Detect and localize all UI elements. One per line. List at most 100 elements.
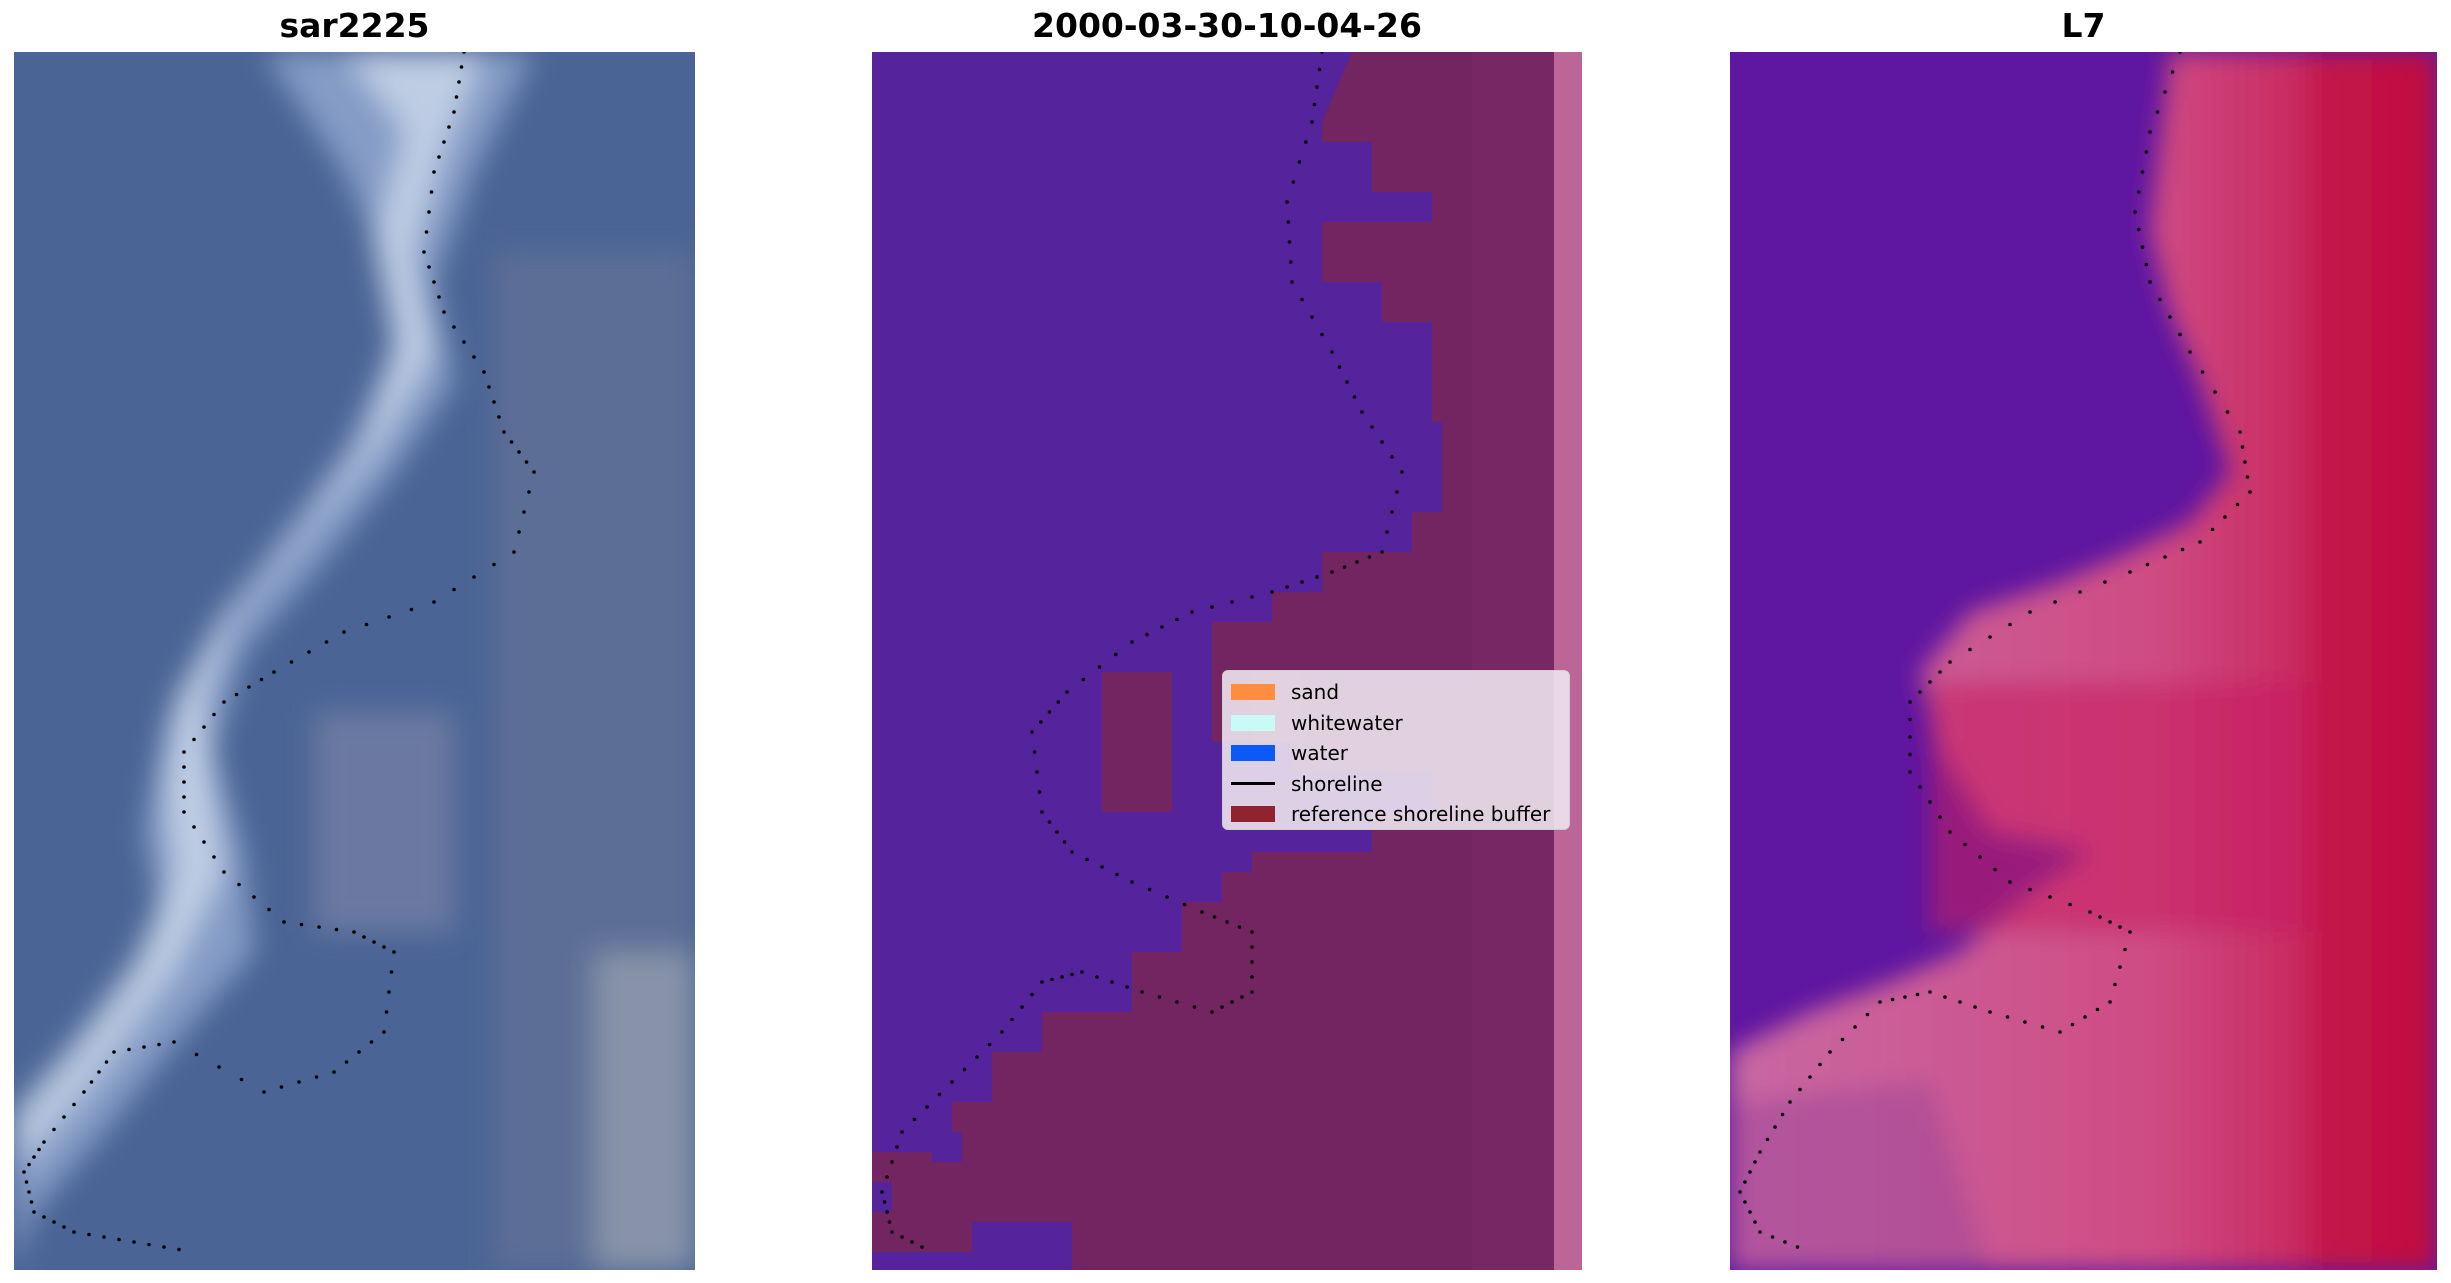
shoreline-point (1828, 1050, 1832, 1054)
shoreline-point (1380, 550, 1384, 554)
shoreline-point (1988, 1010, 1992, 1014)
shoreline-point (472, 355, 476, 359)
shoreline-point (222, 870, 226, 874)
shoreline-point (72, 1230, 76, 1234)
shoreline-point (1130, 880, 1134, 884)
shoreline-point (127, 1047, 131, 1052)
shoreline-point (182, 795, 186, 799)
shoreline-point (1385, 530, 1389, 534)
legend-item-whitewater: whitewater (1231, 708, 1561, 739)
shoreline-point (429, 190, 434, 194)
shoreline-point (890, 1230, 894, 1234)
shoreline-point (2238, 430, 2242, 434)
shoreline-point (1908, 717, 1912, 722)
shoreline-point (389, 970, 394, 974)
shoreline-point (1230, 1000, 1234, 1004)
shoreline-point (1903, 995, 1907, 999)
shoreline-point (442, 310, 446, 314)
shoreline-point (1097, 665, 1102, 669)
shoreline-point (1250, 990, 1254, 994)
shoreline-point (1081, 677, 1086, 682)
shoreline-point (289, 660, 294, 664)
shoreline-point (950, 1080, 954, 1084)
shoreline-point (27, 1162, 31, 1167)
shoreline-point (2223, 515, 2227, 519)
shoreline-point (162, 1245, 166, 1249)
shoreline-point (2155, 110, 2160, 114)
shoreline-point (2098, 915, 2102, 919)
shoreline-point (1938, 670, 1942, 674)
shoreline-point (1908, 770, 1912, 774)
shoreline-point (27, 1190, 31, 1194)
shoreline-point (1291, 180, 1296, 184)
shoreline-point (1337, 365, 1342, 369)
shoreline-point (1047, 820, 1052, 824)
shoreline-point (975, 1055, 979, 1059)
shoreline-point (1037, 790, 1042, 794)
shoreline-point (1210, 1010, 1214, 1014)
shoreline-point (1367, 555, 1372, 559)
shoreline-point (1095, 975, 1099, 979)
shoreline-point (962, 1067, 967, 1072)
shoreline-point (1773, 1125, 1777, 1129)
shoreline-point (1315, 575, 1319, 579)
shoreline-point (182, 780, 186, 784)
shoreline-point (437, 295, 441, 299)
shoreline-point (492, 400, 496, 404)
shoreline-point (2140, 245, 2145, 249)
shoreline-point (1270, 590, 1274, 594)
shoreline-point (1312, 102, 1317, 107)
shoreline-point (1100, 865, 1104, 869)
shoreline-point (437, 155, 441, 159)
shoreline-point (387, 990, 391, 994)
shoreline-point (29, 1200, 34, 1204)
shoreline-point (522, 510, 526, 514)
shoreline-point (22, 1170, 26, 1174)
shoreline-point (252, 895, 256, 899)
shoreline-point (1250, 975, 1254, 979)
shoreline-point (1788, 1100, 1792, 1104)
shoreline-point (2108, 1000, 2112, 1004)
shoreline-point (1780, 1112, 1785, 1117)
shoreline-point (2213, 390, 2217, 394)
shoreline-point (262, 1090, 266, 1094)
shoreline-point (1390, 510, 1394, 514)
shoreline-point (1783, 1240, 1787, 1244)
shoreline-point (887, 1220, 892, 1224)
shoreline-point (299, 922, 304, 927)
shoreline-point (890, 1160, 894, 1164)
shoreline-point (2103, 580, 2107, 584)
shoreline-point (87, 1232, 91, 1237)
shoreline-point (132, 1240, 136, 1244)
shoreline-point (527, 490, 531, 494)
shoreline-point (1010, 1017, 1014, 1022)
shoreline-point (344, 1060, 349, 1064)
shoreline-point (89, 1080, 94, 1084)
shoreline-point (1342, 565, 1347, 569)
shoreline-point (102, 1235, 106, 1239)
shoreline-point (1840, 1037, 1845, 1042)
shoreline-point (247, 685, 251, 689)
shoreline-point (237, 882, 241, 887)
shoreline-point (1175, 617, 1179, 622)
shoreline-point (1390, 455, 1394, 459)
shoreline-point (925, 1105, 929, 1109)
legend-item-water: water (1231, 738, 1561, 769)
shoreline-point (1062, 840, 1067, 844)
legend-item-sand: sand (1231, 677, 1561, 708)
shoreline-point (2235, 502, 2240, 507)
shoreline-point (192, 825, 196, 829)
shoreline-point (1140, 990, 1144, 994)
shoreline-point (2210, 527, 2215, 532)
shoreline-point (212, 855, 216, 859)
shoreline-point (1765, 1137, 1770, 1142)
shoreline-point (1050, 977, 1054, 982)
shoreline-point (1320, 332, 1324, 337)
shoreline-point (2158, 297, 2162, 302)
shoreline-point (1032, 750, 1037, 754)
shoreline-point (369, 1040, 374, 1044)
shoreline-point (1080, 970, 1084, 974)
shoreline-point (2028, 610, 2032, 614)
legend-label: sand (1291, 680, 1340, 705)
shoreline-point (1748, 1170, 1752, 1174)
